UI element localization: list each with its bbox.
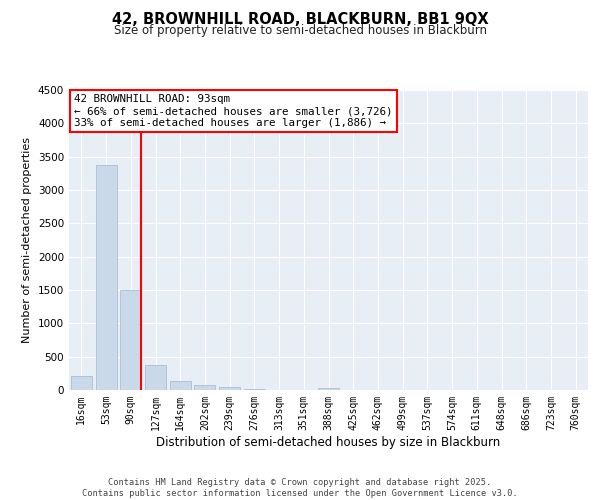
- Text: Contains HM Land Registry data © Crown copyright and database right 2025.
Contai: Contains HM Land Registry data © Crown c…: [82, 478, 518, 498]
- Text: Size of property relative to semi-detached houses in Blackburn: Size of property relative to semi-detach…: [113, 24, 487, 37]
- Bar: [71, 376, 92, 390]
- Text: 42, BROWNHILL ROAD, BLACKBURN, BB1 9QX: 42, BROWNHILL ROAD, BLACKBURN, BB1 9QX: [112, 12, 488, 28]
- Bar: [194, 384, 215, 390]
- Bar: [318, 388, 339, 390]
- Bar: [244, 389, 265, 390]
- Bar: [145, 366, 166, 390]
- Bar: [170, 382, 191, 390]
- Y-axis label: Number of semi-detached properties: Number of semi-detached properties: [22, 137, 32, 343]
- Text: 42 BROWNHILL ROAD: 93sqm
← 66% of semi-detached houses are smaller (3,726)
33% o: 42 BROWNHILL ROAD: 93sqm ← 66% of semi-d…: [74, 94, 392, 128]
- X-axis label: Distribution of semi-detached houses by size in Blackburn: Distribution of semi-detached houses by …: [157, 436, 500, 448]
- Bar: [219, 388, 240, 390]
- Bar: [120, 290, 141, 390]
- Bar: [95, 164, 116, 390]
